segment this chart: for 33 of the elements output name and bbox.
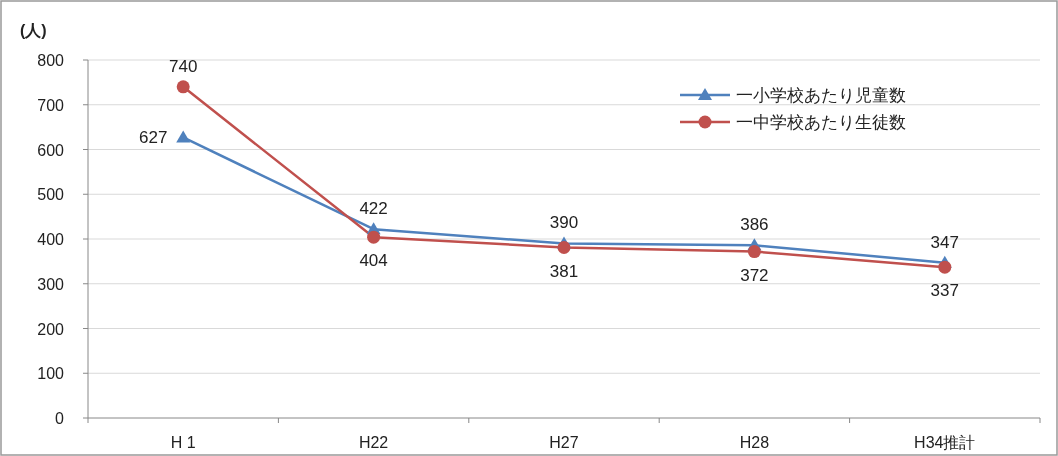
legend-label: 一小学校あたり児童数	[736, 86, 906, 105]
y-tick-label: 0	[55, 410, 65, 427]
y-tick-label: 800	[37, 52, 65, 69]
legend-label: 一中学校あたり生徒数	[736, 113, 906, 132]
point	[557, 241, 571, 254]
y-tick-label: 300	[37, 275, 65, 293]
data-label: 422	[359, 199, 388, 219]
data-label: 347	[930, 232, 959, 252]
point	[367, 230, 381, 244]
point	[938, 260, 952, 274]
data-label: 740	[169, 56, 198, 76]
data-label: 390	[549, 213, 579, 233]
data-label: 404	[359, 251, 388, 271]
y-axis-title: (人)	[20, 22, 47, 39]
point	[176, 130, 191, 143]
x-tick-label: H 1	[170, 434, 196, 451]
x-tick-label: H27	[549, 434, 579, 451]
data-label: 372	[740, 265, 769, 285]
y-tick-label: 100	[37, 365, 65, 383]
point	[747, 245, 761, 259]
data-label: 381	[549, 261, 579, 281]
data-label: 627	[139, 128, 168, 148]
y-tick-label: 200	[37, 320, 65, 338]
y-tick-label: 400	[37, 231, 65, 248]
x-tick-label: H34推計	[914, 434, 976, 451]
data-label: 386	[740, 215, 769, 235]
data-label: 337	[930, 281, 959, 301]
point	[176, 80, 190, 94]
x-tick-label: H22	[358, 434, 389, 451]
y-tick-label: 500	[37, 186, 65, 204]
y-tick-label: 700	[37, 96, 65, 114]
x-tick-label: H28	[739, 434, 770, 451]
y-tick-label: 600	[37, 141, 65, 159]
